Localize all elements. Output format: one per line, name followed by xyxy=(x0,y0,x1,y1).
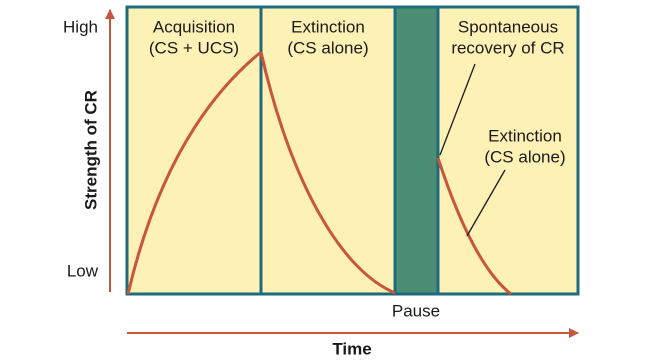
phase-title: Acquisition xyxy=(153,17,235,36)
y-high-label: High xyxy=(63,17,98,36)
extinction-curve xyxy=(259,51,396,295)
recovery-curve xyxy=(436,157,512,296)
phase-subtitle: (CS + UCS) xyxy=(149,38,239,57)
phase-title: Extinction xyxy=(291,17,365,36)
y-low-label: Low xyxy=(67,261,99,280)
acquisition-curve xyxy=(126,50,262,295)
pause-label: Pause xyxy=(392,301,440,320)
phase-subtitle: recovery of CR xyxy=(451,38,564,57)
phase-subtitle: (CS alone) xyxy=(287,38,368,57)
callout-line xyxy=(439,63,476,156)
phase-title: Spontaneous xyxy=(458,17,558,36)
callout-line xyxy=(466,169,506,237)
y-axis-label: Strength of CR xyxy=(81,90,100,210)
phase-background xyxy=(127,7,578,294)
x-axis-label: Time xyxy=(332,339,371,358)
annotation-title: Extinction xyxy=(488,126,562,145)
annotation-subtitle: (CS alone) xyxy=(484,147,565,166)
frame xyxy=(125,5,580,296)
pause-panel xyxy=(395,7,438,294)
